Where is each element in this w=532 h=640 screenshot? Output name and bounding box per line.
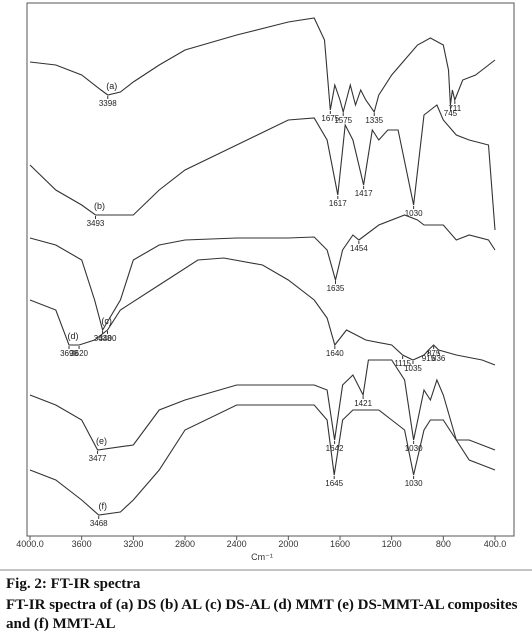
x-tick-label: 400.0 [484,539,507,549]
peak-label: 1645 [325,479,343,488]
series-label: (b) [94,201,105,211]
spectrum-line [29,404,496,516]
spectrum-line [29,359,496,451]
peak-label: 745 [444,109,458,118]
series-label: (f) [98,501,107,511]
peak-label: 3468 [90,519,108,528]
x-tick-label: 4000.0 [16,539,44,549]
peak-label: 3620 [70,349,88,358]
peak-label: 1030 [405,479,423,488]
peak-label: 3400 [99,334,117,343]
series-label: (a) [106,81,117,91]
peak-label: 1454 [350,244,368,253]
x-tick-label: 2000 [278,539,298,549]
caption-title: Fig. 2: FT-IR spectra [6,576,141,592]
x-tick-label: 800 [436,539,451,549]
peak-label: 1675 [321,114,339,123]
x-tick-label: 1600 [330,539,350,549]
peak-label: 3493 [87,219,105,228]
peak-label: 1421 [354,399,372,408]
peak-label: 1335 [365,116,383,125]
peak-label: 875 [427,349,441,358]
peak-label: 3438 [94,334,112,343]
x-axis-label: Cm⁻¹ [251,552,273,562]
peak-label: 1635 [327,284,345,293]
caption-text: FT-IR spectra of (a) DS (b) AL (c) DS-AL… [6,597,518,632]
x-tick-label: 3200 [123,539,143,549]
peak-label: 1575 [334,116,352,125]
peak-label: 711 [448,104,461,113]
peak-label: 1617 [329,199,347,208]
x-tick-label: 2800 [175,539,195,549]
spectrum-line [29,257,496,366]
spectrum-line [29,17,496,115]
x-tick-label: 2400 [227,539,247,549]
peak-label: 1035 [404,364,422,373]
peak-label: 1030 [405,444,423,453]
spectrum-line [29,214,496,332]
spectrum-line [29,104,496,231]
peak-label: 3698 [60,349,78,358]
peak-label: 915 [422,354,436,363]
peak-label: 836 [432,354,446,363]
peak-label: 1640 [326,349,344,358]
chart: Cm⁻¹ 4000.0 3600 3200 2800 2400 2000 1600 1200 8… [0,2,532,571]
series-label: (e) [96,436,107,446]
x-tick-label: 3600 [72,539,92,549]
series-label: (c) [101,316,112,326]
peak-label: 1030 [405,209,423,218]
plot-frame [26,2,515,537]
series-label: (d) [68,331,79,341]
peak-label: 1642 [326,444,344,453]
peak-label: 3477 [89,454,107,463]
x-tick-label: 1200 [382,539,402,549]
peak-label: 1417 [355,189,373,198]
peak-label: 3398 [99,99,117,108]
peak-label: 1115 [394,359,411,368]
